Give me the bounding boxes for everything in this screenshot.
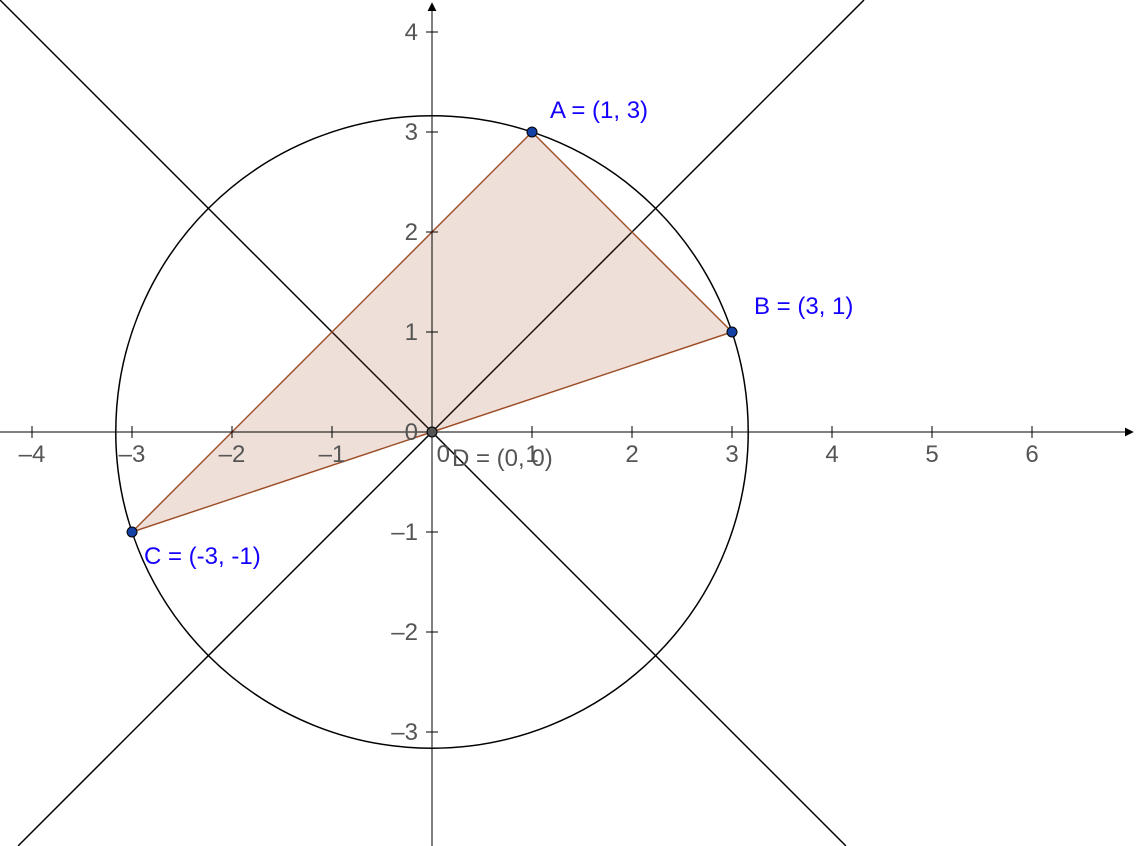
point-b xyxy=(727,327,737,337)
x-tick-label: 0 xyxy=(437,441,450,468)
point-label-d: D = (0, 0) xyxy=(452,445,553,472)
x-tick-label: 2 xyxy=(625,441,638,468)
point-label-b: B = (3, 1) xyxy=(754,293,853,320)
x-tick-label: –4 xyxy=(19,441,46,468)
y-tick-label: 3 xyxy=(405,119,418,146)
y-tick-label: –3 xyxy=(391,719,418,746)
x-tick-label: 6 xyxy=(1025,441,1038,468)
point-label-c: C = (-3, -1) xyxy=(144,543,261,570)
x-tick-label: 5 xyxy=(925,441,938,468)
y-tick-label: 0 xyxy=(405,419,418,446)
x-tick-label: –3 xyxy=(119,441,146,468)
x-tick-label: –2 xyxy=(219,441,246,468)
x-tick-label: –1 xyxy=(319,441,346,468)
y-tick-label: –2 xyxy=(391,619,418,646)
point-c xyxy=(127,527,137,537)
point-label-a: A = (1, 3) xyxy=(550,97,648,124)
y-tick-label: 1 xyxy=(405,319,418,346)
x-tick-label: 3 xyxy=(725,441,738,468)
y-tick-label: 2 xyxy=(405,219,418,246)
y-tick-label: –1 xyxy=(391,519,418,546)
x-tick-label: 4 xyxy=(825,441,838,468)
point-d xyxy=(427,427,437,437)
y-tick-label: 4 xyxy=(405,19,418,46)
coordinate-plot: –4–3–2–10123456–3–2–101234A = (1, 3)B = … xyxy=(0,0,1136,846)
point-a xyxy=(527,127,537,137)
